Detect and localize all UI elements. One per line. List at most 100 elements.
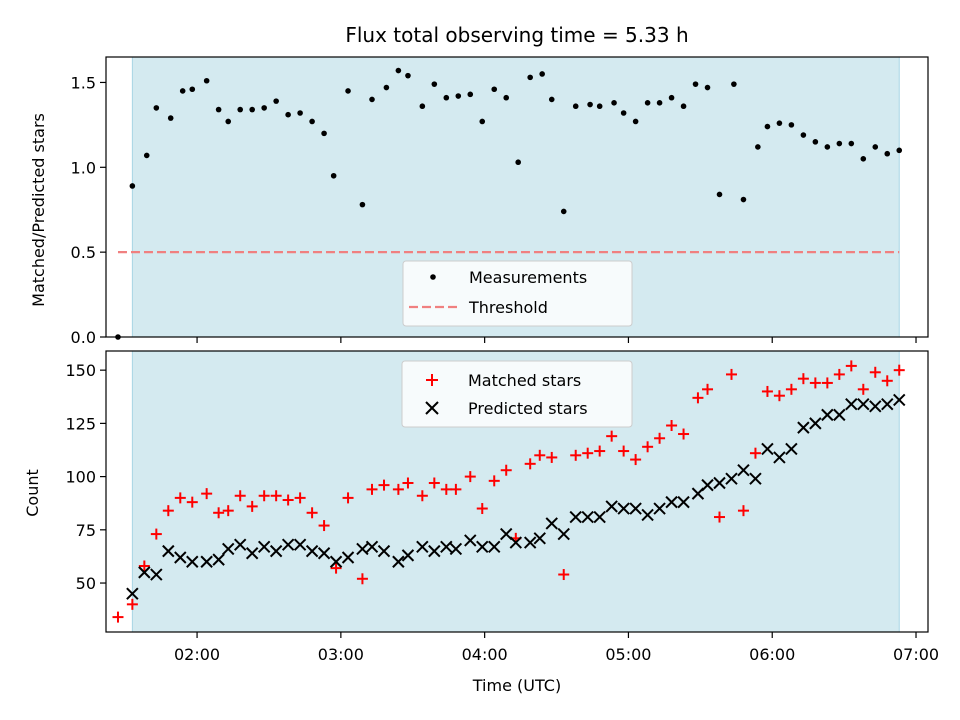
measurement-point — [395, 67, 402, 74]
matched-star-point — [869, 366, 881, 378]
predicted-star-point — [476, 540, 489, 554]
predicted-star-point — [186, 555, 199, 568]
measurement-point — [836, 140, 843, 147]
measurement-point — [215, 106, 222, 113]
matched-star-point — [450, 483, 462, 495]
matched-star-point — [342, 492, 354, 504]
measurement-point — [167, 115, 174, 121]
measurement-point — [467, 91, 474, 98]
predicted-star-point — [222, 542, 235, 556]
bottom-x-tick-label: 04:00 — [462, 645, 508, 664]
legend-marker-matched — [426, 374, 438, 386]
matched-star-point — [428, 477, 440, 489]
predicted-star-point — [629, 502, 642, 515]
predicted-star-point — [245, 547, 259, 560]
measurement-point — [884, 150, 891, 157]
measurement-point — [704, 84, 711, 91]
predicted-star-point — [257, 540, 271, 554]
measurement-point — [189, 86, 196, 93]
matched-star-point — [126, 598, 138, 610]
predicted-star-point — [269, 544, 283, 558]
matched-star-point — [378, 479, 390, 491]
legend-marker-predicted — [425, 401, 439, 415]
predicted-star-point — [677, 495, 690, 509]
measurement-point — [632, 118, 639, 125]
top-y-ticks: 0.0 0.5 1.0 1.5 — [71, 73, 106, 347]
measurement-point — [800, 132, 807, 138]
matched-star-point — [500, 464, 512, 476]
matched-star-point — [464, 471, 476, 483]
measurement-point — [872, 144, 879, 150]
measurement-point — [491, 86, 498, 93]
matched-star-point — [392, 483, 404, 495]
measurement-point — [896, 147, 903, 154]
legend-marker-measurements — [430, 274, 436, 280]
matched-star-point — [246, 500, 258, 512]
measurement-point — [297, 110, 303, 116]
measurement-point — [129, 183, 136, 189]
measurement-point — [261, 105, 267, 111]
predicted-star-point — [293, 538, 307, 551]
predicted-star-point — [833, 408, 846, 422]
measurement-point — [143, 152, 150, 159]
top-y-tick-label: 0.5 — [71, 243, 96, 262]
measurement-point — [755, 144, 761, 150]
predicted-star-point — [317, 547, 331, 560]
legend-label-measurements: Measurements — [469, 268, 587, 287]
top-legend: Measurements Threshold — [402, 260, 633, 327]
measurement-point — [680, 103, 687, 110]
measurement-point — [611, 100, 617, 106]
bottom-legend-box — [401, 360, 633, 428]
matched-star-point — [546, 451, 558, 463]
matched-star-point — [366, 483, 378, 495]
predicted-star-point — [281, 538, 295, 551]
measurement-point — [285, 111, 291, 118]
legend-label-matched: Matched stars — [468, 371, 581, 390]
measurement-point — [249, 106, 255, 113]
predicted-star-point — [749, 472, 762, 485]
predicted-star-point — [523, 536, 537, 549]
measurement-point — [179, 88, 186, 94]
predicted-star-point — [653, 502, 666, 515]
legend-label-threshold: Threshold — [468, 298, 548, 317]
measurement-point — [479, 118, 486, 125]
predicted-star-point — [845, 398, 858, 411]
predicted-star-point — [401, 549, 415, 562]
matched-star-point — [666, 420, 678, 432]
matched-star-point — [845, 360, 857, 372]
measurement-point — [668, 94, 675, 101]
measurement-point — [788, 122, 795, 128]
matched-star-point — [416, 490, 428, 502]
measurement-point — [503, 94, 510, 101]
measurement-point — [560, 208, 567, 215]
measurement-point — [321, 130, 327, 137]
predicted-star-point — [416, 540, 429, 554]
matched-star-point — [222, 505, 234, 517]
measurement-point — [455, 93, 462, 99]
measurement-point — [203, 77, 210, 84]
measurement-point — [225, 118, 232, 125]
matched-star-point — [476, 503, 488, 515]
matched-star-point — [524, 458, 536, 470]
predicted-star-point — [773, 451, 786, 464]
predicted-star-point — [174, 551, 187, 564]
predicted-star-point — [305, 544, 319, 558]
predicted-star-point — [665, 495, 678, 509]
matched-star-point — [318, 520, 330, 532]
matched-star-point — [356, 573, 368, 585]
predicted-star-point — [233, 538, 247, 551]
bottom-x-tick-label: 02:00 — [174, 645, 220, 664]
measurement-point — [620, 110, 627, 116]
measurement-point — [443, 94, 450, 101]
predicted-star-point — [893, 393, 906, 407]
measurement-point — [764, 123, 771, 130]
measurement-point — [548, 96, 555, 103]
predicted-star-point — [377, 544, 391, 558]
predicted-star-point — [713, 476, 726, 490]
matched-star-point — [630, 454, 642, 466]
measurement-point — [572, 103, 579, 110]
predicted-star-point — [617, 502, 630, 515]
matched-star-point — [402, 477, 414, 489]
bottom-x-ticks: 02:00 03:00 04:00 05:00 06:00 07:00 — [174, 632, 939, 664]
measurement-point — [369, 96, 375, 103]
